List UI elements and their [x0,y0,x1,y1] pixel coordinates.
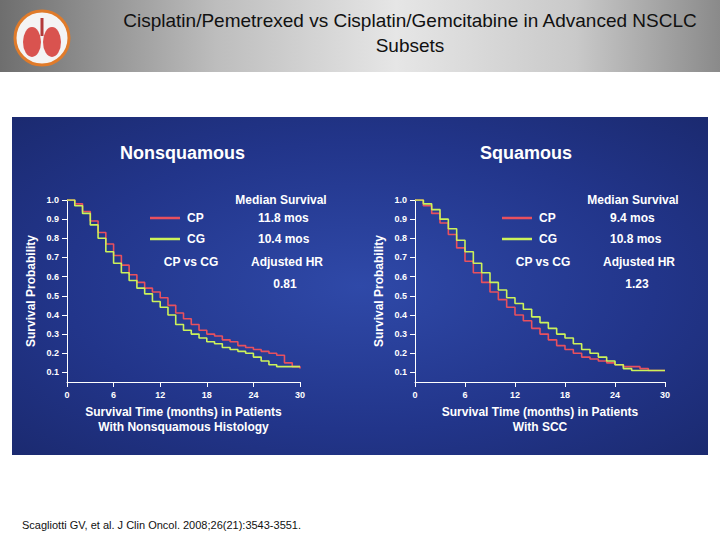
svg-text:Median Survival: Median Survival [235,193,326,207]
svg-text:Survival Probability: Survival Probability [372,235,386,347]
svg-text:10.8 mos: 10.8 mos [610,232,662,246]
svg-text:With SCC: With SCC [513,420,568,434]
svg-text:1.0: 1.0 [46,195,59,205]
svg-text:0.81: 0.81 [273,277,297,291]
svg-text:0.4: 0.4 [394,310,407,320]
svg-text:30: 30 [660,390,670,400]
svg-text:24: 24 [248,390,258,400]
svg-text:CG: CG [539,232,557,246]
svg-text:10.4 mos: 10.4 mos [258,232,310,246]
svg-text:0.9: 0.9 [394,214,407,224]
svg-text:0.6: 0.6 [46,272,59,282]
svg-text:CP: CP [539,211,556,225]
svg-text:0.8: 0.8 [394,233,407,243]
svg-text:0.3: 0.3 [394,329,407,339]
svg-text:1.0: 1.0 [394,195,407,205]
svg-text:18: 18 [202,390,212,400]
svg-text:0.9: 0.9 [46,214,59,224]
svg-text:0.5: 0.5 [394,291,407,301]
svg-text:0: 0 [64,390,69,400]
svg-text:12: 12 [155,390,165,400]
svg-text:30: 30 [295,390,305,400]
svg-text:CP vs CG: CP vs CG [164,255,218,269]
svg-text:0.1: 0.1 [394,367,407,377]
svg-text:0.7: 0.7 [394,252,407,262]
svg-text:0.5: 0.5 [46,291,59,301]
svg-text:0.7: 0.7 [46,252,59,262]
svg-text:Adjusted HR: Adjusted HR [251,255,323,269]
svg-text:0: 0 [412,390,417,400]
svg-text:0.8: 0.8 [46,233,59,243]
svg-text:0.1: 0.1 [46,367,59,377]
svg-text:CP vs CG: CP vs CG [516,255,570,269]
svg-text:0.6: 0.6 [394,272,407,282]
svg-text:18: 18 [560,390,570,400]
svg-text:1.23: 1.23 [625,277,649,291]
svg-text:11.8 mos: 11.8 mos [258,211,309,225]
svg-text:Survival Time (months) in Pati: Survival Time (months) in Patients [442,405,639,419]
svg-text:24: 24 [610,390,620,400]
svg-text:Survival Probability: Survival Probability [24,235,38,347]
svg-text:Median Survival: Median Survival [587,193,678,207]
svg-text:0.3: 0.3 [46,329,59,339]
svg-text:CP: CP [187,211,204,225]
svg-text:0.2: 0.2 [394,348,407,358]
svg-text:9.4 mos: 9.4 mos [610,211,655,225]
svg-text:6: 6 [462,390,467,400]
svg-text:With Nonsquamous Histology: With Nonsquamous Histology [98,420,269,434]
html-text:Scagliotti GV, et al. J Clin O: Scagliotti GV, et al. J Clin Oncol. 2008… [22,519,301,531]
svg-text:6: 6 [111,390,116,400]
svg-text:Adjusted HR: Adjusted HR [603,255,675,269]
svg-text:Survival Time (months) in Pati: Survival Time (months) in Patients [85,405,282,419]
svg-text:Nonsquamous: Nonsquamous [120,143,245,163]
svg-text:12: 12 [510,390,520,400]
svg-text:0.2: 0.2 [46,348,59,358]
svg-text:Squamous: Squamous [480,143,572,163]
svg-text:CG: CG [187,232,205,246]
svg-text:0.4: 0.4 [46,310,59,320]
html-text:Cisplatin/Pemetrexed vs Cispla: Cisplatin/Pemetrexed vs Cisplatin/Gemcit… [123,10,697,56]
